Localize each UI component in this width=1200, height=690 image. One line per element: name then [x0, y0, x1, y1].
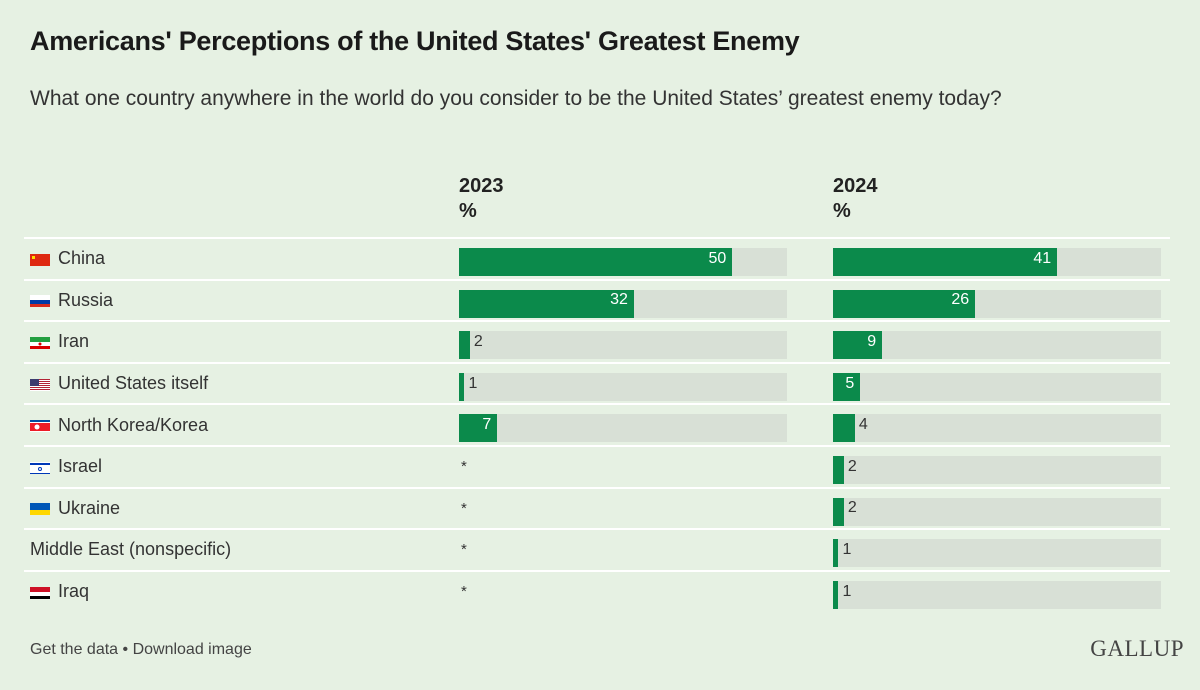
category-label: Iran — [30, 322, 89, 362]
category-text: Russia — [58, 289, 114, 310]
usa-flag-icon — [30, 377, 50, 391]
bar-track — [833, 372, 1161, 401]
column-header-2024: 2024 % — [833, 174, 878, 224]
column-unit: % — [459, 200, 477, 222]
bar-2024 — [833, 289, 976, 318]
column-header-2023: 2023 % — [459, 174, 504, 224]
bar-track — [459, 414, 787, 443]
get-data-link[interactable]: Get the data — [30, 641, 119, 658]
category-text: United States itself — [58, 373, 209, 394]
column-unit: % — [833, 200, 851, 222]
bar-value-label: 2 — [847, 457, 857, 475]
bar-2023 — [459, 372, 465, 401]
bar-value-label: 2 — [847, 499, 857, 517]
iran-flag-icon — [30, 335, 50, 349]
ukraine-flag-icon — [30, 501, 50, 516]
bar-track — [459, 248, 787, 276]
category-label: Russia — [30, 281, 113, 321]
bar-track — [459, 289, 787, 318]
bar-track — [833, 497, 1161, 526]
no-data-marker: * — [461, 541, 467, 559]
column-year: 2024 — [833, 175, 878, 197]
chart-rows: China 50 41 Russia 32 26 Iran 2 9 United States i… — [24, 237, 1170, 611]
bar-2024 — [833, 580, 839, 609]
chart-row: Russia 32 26 — [24, 278, 1170, 321]
chart-row: United States itself 1 5 — [24, 361, 1170, 404]
bar-value-label: 5 — [845, 374, 855, 392]
category-label: United States itself — [30, 364, 208, 404]
category-label: Middle East (nonspecific) — [30, 530, 231, 570]
gallup-logo: GALLUP — [1090, 636, 1184, 661]
category-text: Israel — [58, 456, 103, 477]
bar-2023 — [459, 289, 634, 318]
chart-row: Ukraine * 2 — [24, 486, 1170, 529]
category-text: North Korea/Korea — [58, 414, 209, 435]
bar-value-label: 41 — [1033, 249, 1052, 267]
category-label: North Korea/Korea — [30, 405, 208, 445]
bar-2024 — [833, 539, 839, 568]
download-image-link[interactable]: Download image — [132, 641, 252, 658]
bar-2024 — [833, 248, 1058, 276]
bar-2023 — [459, 331, 470, 360]
bar-track — [833, 414, 1161, 443]
chart-subtitle: What one country anywhere in the world d… — [30, 87, 1002, 110]
chart-row: Israel * 2 — [24, 444, 1170, 487]
category-label: Ukraine — [30, 489, 120, 529]
russia-flag-icon — [30, 293, 50, 308]
chart-row: Iraq * 1 — [24, 569, 1170, 612]
iraq-flag-icon — [30, 585, 50, 599]
category-text: China — [58, 248, 106, 269]
bar-2024 — [833, 414, 855, 443]
category-label: China — [30, 239, 105, 279]
china-flag-icon — [30, 252, 50, 266]
bar-value-label: 26 — [951, 291, 970, 309]
bar-value-label: 9 — [867, 332, 877, 350]
category-text: Iran — [58, 331, 90, 352]
bar-value-label: 1 — [842, 540, 852, 558]
bar-track — [833, 289, 1161, 318]
bar-value-label: 7 — [482, 416, 492, 434]
bar-track — [459, 331, 787, 360]
footer-separator: • — [118, 641, 133, 658]
column-year: 2023 — [459, 175, 504, 197]
category-text: Ukraine — [58, 497, 121, 518]
no-data-marker: * — [461, 458, 467, 476]
bar-track — [833, 331, 1161, 360]
chart-row: North Korea/Korea 7 4 — [24, 403, 1170, 445]
bar-track — [833, 455, 1161, 484]
israel-flag-icon — [30, 460, 50, 474]
chart-row: Middle East (nonspecific) * 1 — [24, 528, 1170, 570]
bar-track — [833, 248, 1161, 276]
bar-value-label: 1 — [468, 374, 478, 392]
bar-track — [459, 372, 787, 401]
bar-value-label: 2 — [473, 332, 483, 350]
bar-track — [833, 539, 1161, 568]
category-label: Israel — [30, 447, 102, 487]
bar-2024 — [833, 497, 844, 526]
bar-value-label: 32 — [610, 291, 628, 309]
north-korea-flag-icon — [30, 418, 50, 433]
bar-2024 — [833, 372, 861, 401]
category-text: Middle East (nonspecific) — [30, 539, 232, 560]
bar-track — [833, 580, 1161, 609]
bar-value-label: 1 — [842, 582, 852, 600]
chart-title: Americans' Perceptions of the United Sta… — [30, 26, 800, 56]
bar-2023 — [459, 248, 733, 276]
bar-value-label: 50 — [708, 249, 727, 267]
bar-2024 — [833, 331, 883, 360]
chart-footer: Get the data • Download image — [30, 641, 252, 659]
no-data-marker: * — [461, 499, 467, 517]
category-text: Iraq — [58, 581, 90, 602]
chart-row: China 50 41 — [24, 237, 1170, 279]
category-label: Iraq — [30, 572, 89, 612]
no-data-marker: * — [461, 583, 467, 601]
bar-2024 — [833, 455, 844, 484]
chart-row: Iran 2 9 — [24, 320, 1170, 362]
bar-2023 — [459, 414, 498, 443]
bar-value-label: 4 — [858, 416, 868, 434]
